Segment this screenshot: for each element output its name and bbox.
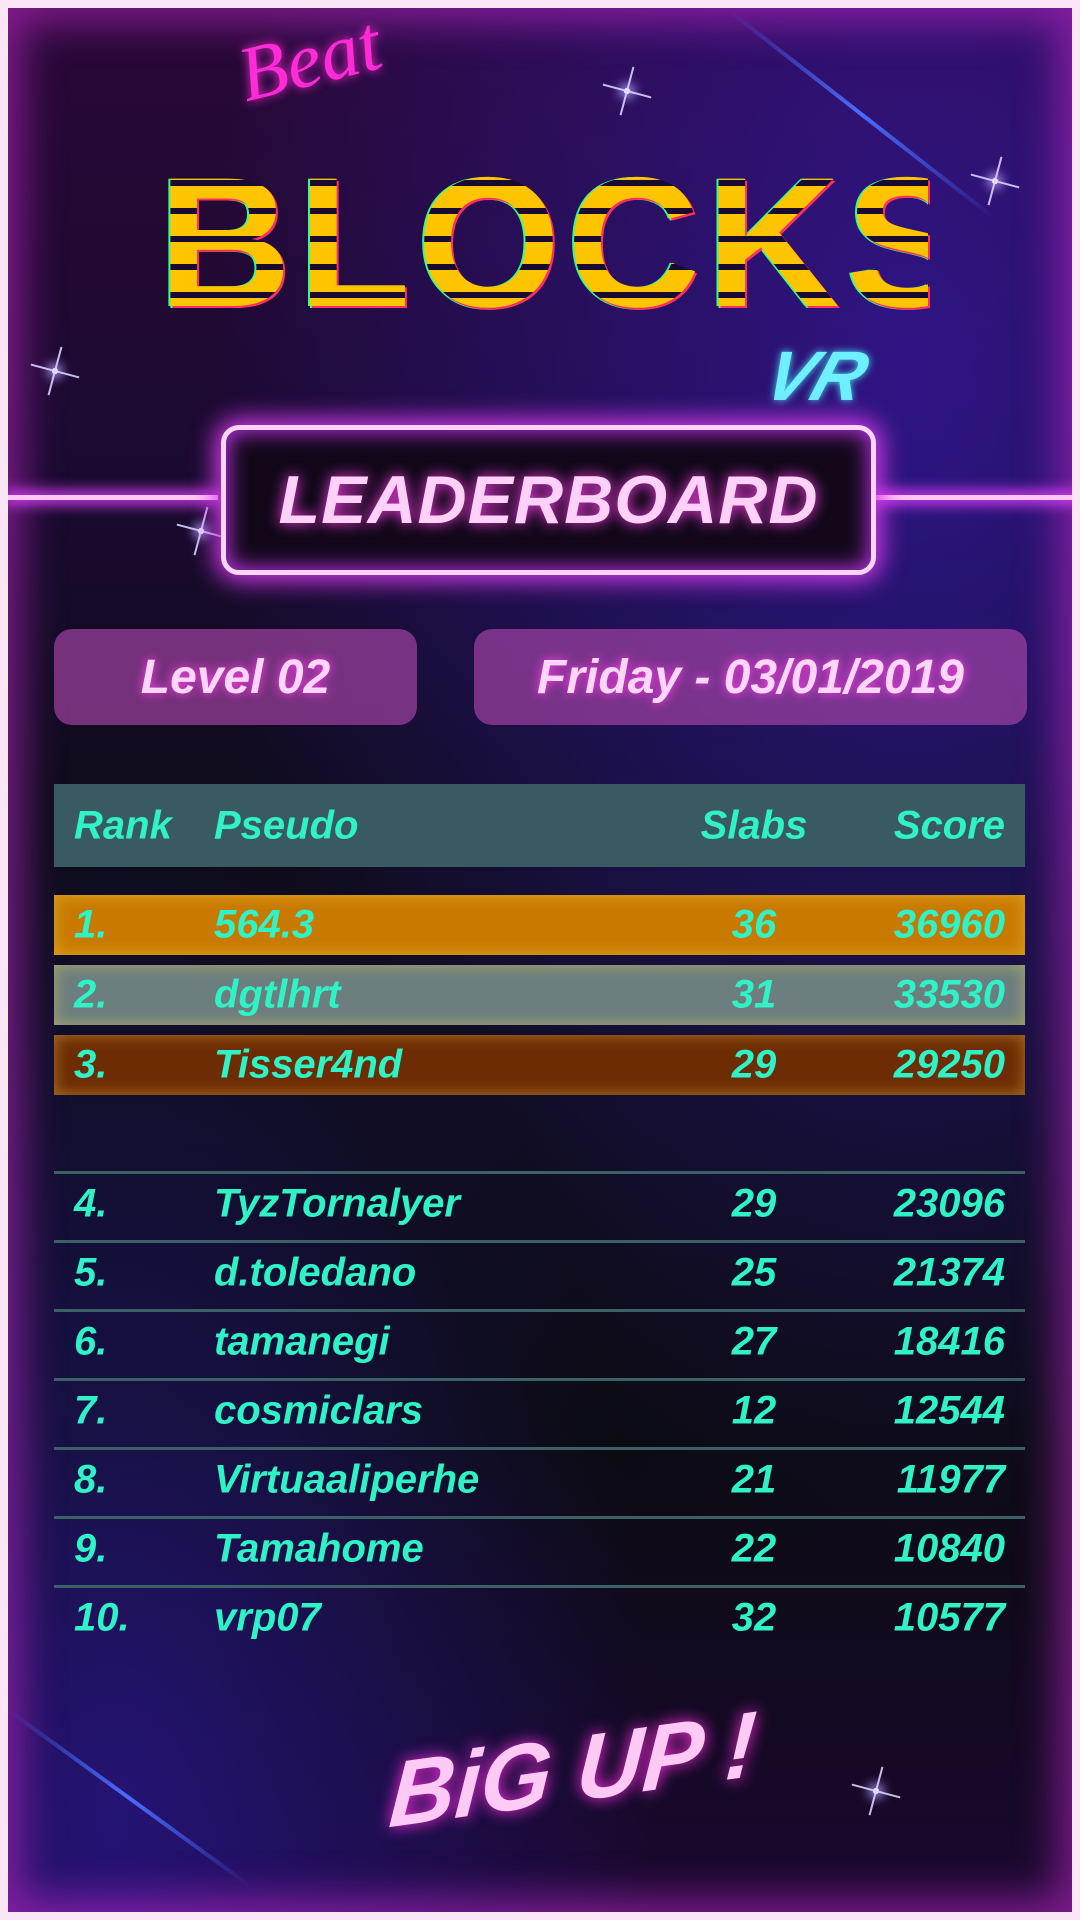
cell-slabs: 22: [731, 1526, 777, 1571]
divider-line: [8, 495, 218, 500]
divider-line: [868, 495, 1072, 500]
cell-score: 18416: [893, 1319, 1005, 1364]
cell-pseudo: Tisser4nd: [214, 1042, 403, 1087]
sparkle-icon: [624, 88, 630, 94]
cell-pseudo: cosmiclars: [214, 1388, 424, 1433]
cell-score: 10840: [893, 1526, 1005, 1571]
cell-slabs: 25: [731, 1250, 777, 1295]
cell-rank: 2.: [74, 972, 108, 1017]
sparkle-icon: [873, 1788, 879, 1794]
cell-slabs: 27: [731, 1319, 777, 1364]
cell-score: 21374: [893, 1250, 1005, 1295]
cell-pseudo: tamanegi: [214, 1319, 390, 1364]
table-header: Rank Pseudo Slabs Score: [54, 784, 1025, 867]
cell-score: 36960: [893, 902, 1005, 947]
cell-pseudo: dgtlhrt: [214, 972, 341, 1017]
header-slabs: Slabs: [700, 803, 808, 848]
footer-text: BiG UP !: [386, 1692, 760, 1848]
sparkle-icon: [52, 368, 58, 374]
cell-slabs: 29: [731, 1042, 777, 1087]
row-divider: [54, 1171, 1025, 1174]
row-divider: [54, 1378, 1025, 1381]
cell-score: 23096: [893, 1181, 1005, 1226]
cell-score: 29250: [893, 1042, 1005, 1087]
cell-rank: 7.: [74, 1388, 108, 1433]
table-row: 9. Tamahome 22 10840: [54, 1519, 1025, 1579]
cell-slabs: 31: [731, 972, 777, 1017]
cell-pseudo: TyzTornalyer: [214, 1181, 460, 1226]
table-row: 4. TyzTornalyer 29 23096: [54, 1174, 1025, 1234]
row-divider: [54, 1585, 1025, 1588]
table-row: 6. tamanegi 27 18416: [54, 1312, 1025, 1372]
table-row: 1. 564.3 36 36960: [54, 895, 1025, 955]
table-row: 10. vrp07 32 10577: [54, 1588, 1025, 1648]
sparkle-icon: [198, 528, 204, 534]
cell-pseudo: 564.3: [214, 902, 315, 947]
light-beam: [8, 1708, 252, 1888]
level-badge: Level 02: [54, 629, 417, 725]
table-row: 2. dgtlhrt 31 33530: [54, 965, 1025, 1025]
row-divider: [54, 1447, 1025, 1450]
cell-slabs: 29: [731, 1181, 777, 1226]
cell-score: 12544: [893, 1388, 1005, 1433]
page-title: LEADERBOARD: [278, 462, 819, 538]
cell-pseudo: vrp07: [214, 1595, 321, 1640]
cell-pseudo: Tamahome: [214, 1526, 424, 1571]
cell-slabs: 32: [731, 1595, 777, 1640]
cell-rank: 8.: [74, 1457, 108, 1502]
cell-rank: 10.: [74, 1595, 130, 1640]
leaderboard-poster: Beat BLOCKS VR LEADERBOARD Level 02 Frid…: [8, 8, 1072, 1912]
table-row: 7. cosmiclars 12 12544: [54, 1381, 1025, 1441]
cell-score: 10577: [893, 1595, 1005, 1640]
cell-rank: 9.: [74, 1526, 108, 1571]
cell-rank: 4.: [74, 1181, 108, 1226]
leaderboard-title-box: LEADERBOARD: [221, 425, 876, 575]
row-divider: [54, 1240, 1025, 1243]
table-row: 3. Tisser4nd 29 29250: [54, 1035, 1025, 1095]
cell-rank: 1.: [74, 902, 108, 947]
cell-slabs: 36: [731, 902, 777, 947]
cell-rank: 3.: [74, 1042, 108, 1087]
cell-slabs: 12: [731, 1388, 777, 1433]
row-divider: [54, 1516, 1025, 1519]
cell-slabs: 21: [731, 1457, 777, 1502]
header-pseudo: Pseudo: [214, 803, 359, 848]
sparkle-icon: [992, 178, 998, 184]
cell-pseudo: Virtuaaliperhe: [214, 1457, 480, 1502]
cell-rank: 5.: [74, 1250, 108, 1295]
logo-beat: Beat: [229, 8, 390, 119]
cell-rank: 6.: [74, 1319, 108, 1364]
date-badge: Friday - 03/01/2019: [474, 629, 1027, 725]
header-score: Score: [893, 803, 1005, 848]
header-rank: Rank: [74, 803, 172, 848]
cell-score: 33530: [893, 972, 1005, 1017]
logo-blocks: BLOCKS: [158, 140, 976, 346]
cell-pseudo: d.toledano: [214, 1250, 417, 1295]
cell-score: 11977: [896, 1457, 1005, 1502]
table-row: 8. Virtuaaliperhe 21 11977: [54, 1450, 1025, 1510]
table-row: 5. d.toledano 25 21374: [54, 1243, 1025, 1303]
row-divider: [54, 1309, 1025, 1312]
logo-vr: VR: [755, 337, 878, 415]
